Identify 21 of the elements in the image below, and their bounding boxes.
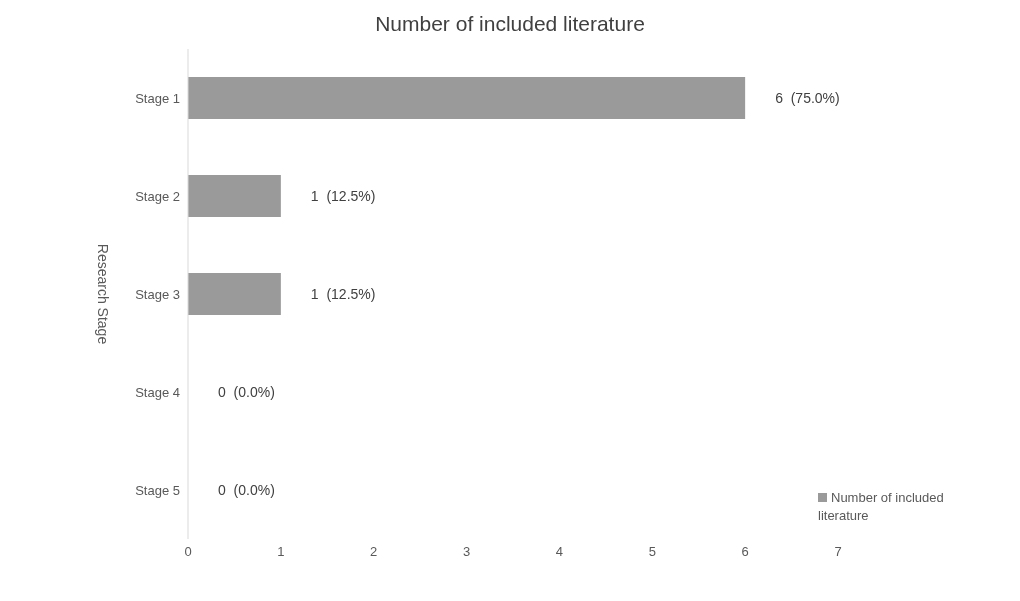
chart-title: Number of included literature <box>374 12 646 36</box>
y-tick-label: Stage 4 <box>135 384 180 400</box>
x-tick-label: 1 <box>277 544 285 560</box>
x-tick-label: 2 <box>370 544 378 560</box>
x-tick-label: 0 <box>184 544 192 560</box>
data-label: 0 (0.0%) <box>218 482 275 498</box>
x-tick-label: 4 <box>555 544 564 560</box>
x-tick-label: 3 <box>462 544 471 560</box>
x-tick-label: 5 <box>648 544 656 560</box>
y-tick-label: Stage 1 <box>135 90 180 106</box>
y-tick-label: Stage 2 <box>135 188 180 204</box>
data-label: 1 (12.5%) <box>310 286 376 302</box>
y-axis-title: Research Stage <box>95 243 112 345</box>
x-tick-label: 6 <box>741 544 749 560</box>
y-tick-label: Stage 3 <box>135 286 180 302</box>
legend-label: Number of included literature <box>818 490 944 523</box>
x-tick-label: 7 <box>834 544 842 560</box>
data-label: 0 (0.0%) <box>218 384 275 400</box>
y-tick-label: Stage 5 <box>135 482 180 498</box>
data-label: 1 (12.5%) <box>310 188 376 204</box>
data-label: 6 (75.0%) <box>775 90 840 106</box>
